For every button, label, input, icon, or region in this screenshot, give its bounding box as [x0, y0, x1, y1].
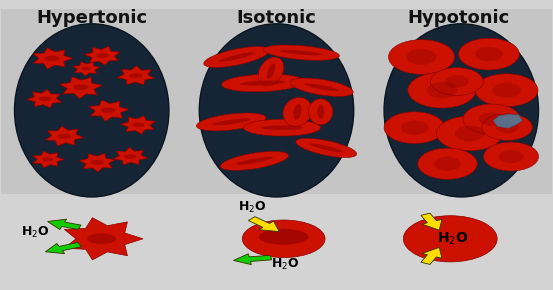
Text: H$_2$O: H$_2$O [271, 257, 300, 272]
Ellipse shape [236, 157, 273, 165]
Text: H$_2$O: H$_2$O [437, 231, 469, 247]
Circle shape [426, 82, 457, 98]
Ellipse shape [221, 151, 289, 171]
FancyArrow shape [48, 219, 81, 229]
Ellipse shape [280, 50, 322, 55]
Ellipse shape [384, 24, 539, 197]
Circle shape [455, 126, 484, 141]
Circle shape [401, 121, 428, 135]
PathPatch shape [79, 153, 116, 172]
Text: H$_2$O: H$_2$O [238, 200, 267, 215]
PathPatch shape [45, 126, 84, 146]
Ellipse shape [309, 99, 333, 125]
PathPatch shape [88, 100, 129, 121]
FancyArrow shape [248, 217, 279, 232]
Circle shape [436, 116, 503, 151]
Circle shape [458, 38, 519, 70]
Circle shape [388, 40, 455, 74]
FancyArrow shape [421, 213, 442, 230]
PathPatch shape [121, 116, 155, 134]
Circle shape [445, 75, 469, 88]
PathPatch shape [493, 114, 523, 127]
Ellipse shape [132, 122, 145, 127]
Bar [1, 9, 552, 194]
Ellipse shape [240, 80, 285, 86]
Ellipse shape [199, 24, 354, 197]
Ellipse shape [14, 24, 169, 197]
Circle shape [384, 112, 445, 144]
Ellipse shape [317, 105, 324, 119]
Ellipse shape [42, 157, 54, 162]
Text: Hypertonic: Hypertonic [36, 9, 147, 27]
Text: H$_2$O: H$_2$O [21, 225, 50, 240]
Ellipse shape [261, 125, 303, 130]
Ellipse shape [91, 160, 104, 165]
Circle shape [406, 49, 436, 65]
Circle shape [475, 47, 503, 61]
Ellipse shape [219, 52, 255, 62]
Ellipse shape [204, 46, 270, 67]
Ellipse shape [129, 73, 143, 78]
Circle shape [483, 142, 539, 171]
Ellipse shape [221, 74, 304, 92]
FancyArrow shape [421, 247, 442, 264]
Text: Isotonic: Isotonic [237, 9, 316, 27]
Ellipse shape [101, 108, 116, 113]
PathPatch shape [27, 89, 62, 108]
Ellipse shape [305, 84, 339, 91]
FancyArrow shape [45, 242, 81, 254]
Ellipse shape [45, 56, 59, 61]
Ellipse shape [57, 134, 71, 139]
Ellipse shape [290, 78, 353, 97]
Circle shape [475, 74, 538, 107]
Ellipse shape [296, 138, 357, 157]
Ellipse shape [293, 104, 301, 120]
Ellipse shape [212, 119, 251, 125]
Ellipse shape [39, 97, 51, 101]
Circle shape [495, 121, 519, 133]
Ellipse shape [258, 57, 284, 86]
Ellipse shape [81, 67, 91, 70]
Ellipse shape [263, 45, 340, 60]
Circle shape [434, 157, 461, 171]
PathPatch shape [113, 147, 148, 165]
Circle shape [430, 68, 483, 95]
Ellipse shape [87, 233, 116, 244]
PathPatch shape [72, 61, 101, 76]
Ellipse shape [124, 154, 137, 159]
Ellipse shape [267, 64, 275, 79]
Ellipse shape [403, 216, 497, 262]
Ellipse shape [96, 53, 109, 58]
PathPatch shape [59, 77, 102, 99]
Circle shape [482, 114, 533, 140]
PathPatch shape [64, 218, 143, 260]
Text: Hypotonic: Hypotonic [408, 9, 510, 27]
Circle shape [492, 83, 521, 97]
PathPatch shape [33, 151, 64, 168]
Circle shape [498, 150, 523, 163]
Ellipse shape [243, 119, 321, 136]
Ellipse shape [310, 144, 343, 152]
Circle shape [418, 148, 477, 179]
Circle shape [479, 112, 504, 126]
Ellipse shape [196, 113, 266, 131]
PathPatch shape [117, 66, 154, 85]
Circle shape [463, 104, 520, 134]
FancyArrow shape [233, 254, 272, 264]
PathPatch shape [84, 46, 121, 65]
Ellipse shape [283, 97, 312, 126]
Ellipse shape [259, 229, 309, 245]
Ellipse shape [242, 220, 325, 258]
PathPatch shape [33, 48, 73, 69]
Ellipse shape [73, 84, 88, 90]
Circle shape [408, 72, 476, 108]
